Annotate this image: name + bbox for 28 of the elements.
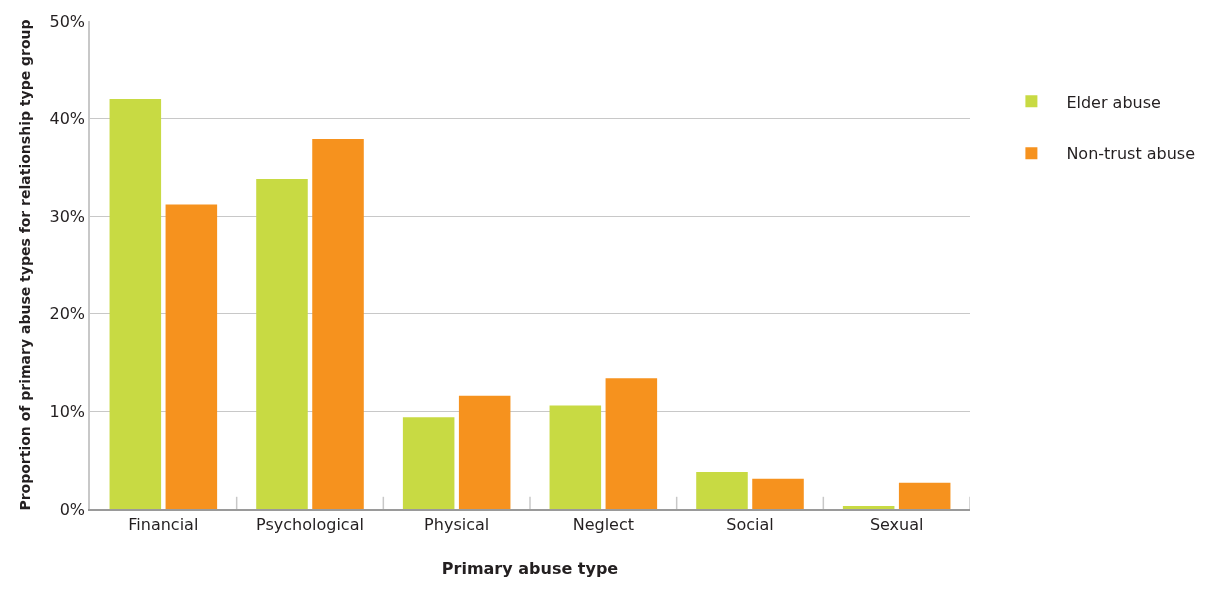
x-tick-label: Social — [726, 515, 774, 535]
bar — [256, 179, 308, 509]
bar — [109, 99, 162, 509]
x-tick-label: Financial — [128, 515, 199, 535]
bar — [549, 405, 602, 509]
x-tick-label: Sexual — [869, 515, 924, 535]
y-tick-label: 40% — [49, 109, 86, 129]
bar — [312, 139, 364, 509]
y-axis-title: Proportion of primary abuse types for relationship type group — [16, 19, 33, 511]
bar — [165, 204, 218, 509]
bar — [696, 471, 748, 509]
x-tick-label: Psychological — [256, 515, 364, 535]
bar — [752, 478, 804, 509]
bar — [898, 482, 951, 509]
x-tick-label: Physical — [424, 515, 490, 535]
bar — [458, 395, 511, 509]
y-tick-label: 50% — [49, 11, 86, 31]
y-tick-label: 10% — [49, 402, 86, 421]
y-tick-label: 30% — [49, 206, 86, 226]
legend-label: Non-trust abuse — [1066, 144, 1196, 164]
x-axis-title: Primary abuse type — [441, 559, 619, 579]
bar — [402, 417, 455, 509]
y-tick-label: 0% — [59, 499, 86, 519]
x-tick-label: Neglect — [572, 515, 634, 535]
legend-label: Elder abuse — [1066, 92, 1161, 112]
y-tick-label: 20% — [49, 304, 86, 324]
bar — [842, 506, 895, 509]
bar — [605, 378, 658, 509]
